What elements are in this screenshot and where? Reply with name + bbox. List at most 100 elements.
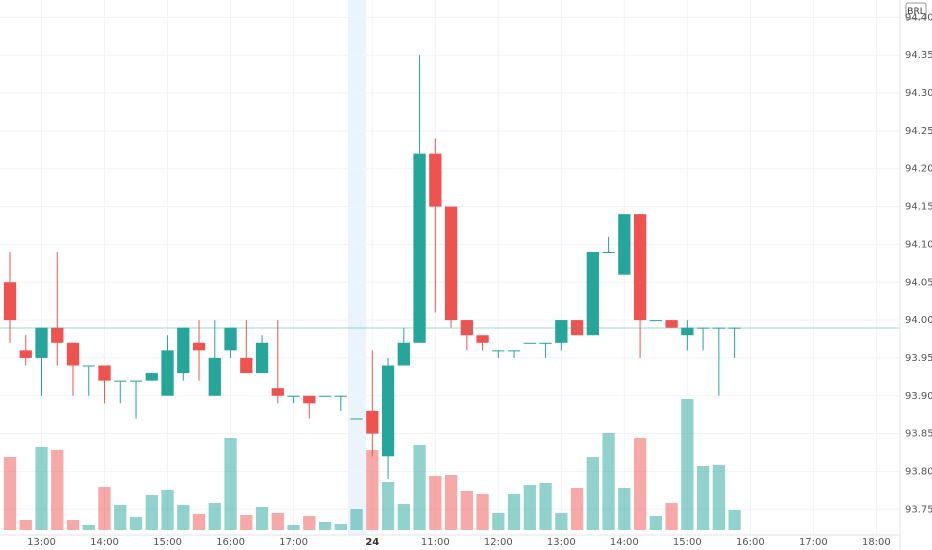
candle-body — [161, 350, 174, 396]
candle-body — [460, 320, 473, 336]
x-tick-label: 16:00 — [736, 537, 765, 548]
volume-bar — [271, 513, 284, 530]
x-tick-label: 24 — [365, 537, 379, 548]
volume-bar — [192, 514, 206, 530]
x-tick-label: 16:00 — [216, 537, 245, 548]
volume-bar — [255, 507, 269, 530]
candle-body — [492, 350, 505, 352]
candle-body — [649, 320, 662, 322]
y-tick-label: 94.20 — [905, 164, 932, 175]
volume-bar — [413, 445, 426, 530]
x-tick-label: 17:00 — [799, 537, 828, 548]
volume-bar — [476, 494, 489, 530]
volume-bar — [523, 485, 536, 530]
y-tick-label: 93.95 — [905, 353, 932, 364]
candle-body — [586, 251, 599, 336]
candle-body — [366, 410, 379, 434]
volume-bar — [728, 510, 741, 530]
volume-bar — [492, 513, 505, 530]
candle-body — [618, 214, 631, 275]
candle-body — [240, 357, 253, 374]
currency-badge[interactable] — [905, 2, 927, 20]
volume-bar — [240, 515, 253, 530]
candle-body — [665, 320, 678, 328]
volume-bar — [633, 438, 647, 530]
candle-body — [728, 327, 741, 329]
volume-bar — [350, 509, 363, 530]
currency-label: BRL — [907, 7, 924, 17]
candle-body — [208, 357, 221, 396]
y-tick-label: 94.30 — [905, 88, 932, 99]
candle-body — [523, 342, 536, 344]
y-tick-label: 94.15 — [905, 202, 932, 213]
candle-body — [570, 320, 584, 336]
candle-body — [271, 388, 284, 396]
volume-bar — [35, 447, 48, 530]
candle-body — [255, 342, 269, 374]
volume-bar — [460, 491, 473, 530]
candle-body — [444, 206, 458, 321]
volume-bar — [161, 490, 174, 530]
candle-body — [98, 365, 111, 381]
y-tick-label: 94.25 — [905, 126, 932, 137]
y-tick-label: 93.75 — [905, 504, 932, 515]
candle-body — [177, 327, 190, 374]
candle-body — [476, 335, 489, 343]
x-tick-label: 12:00 — [484, 537, 513, 548]
candle-body — [633, 214, 647, 321]
y-tick-label: 94.35 — [905, 50, 932, 61]
candle-body — [507, 350, 521, 352]
candle-body — [3, 282, 17, 321]
volume-bar — [381, 482, 395, 530]
candle-body — [19, 350, 32, 358]
volume-bar — [366, 450, 379, 530]
candle-body — [696, 327, 710, 329]
volume-bar — [82, 525, 95, 530]
candle-body — [145, 373, 158, 381]
volume-bar — [208, 503, 221, 530]
x-tick-label: 17:00 — [279, 537, 308, 548]
volume-bar — [696, 466, 710, 530]
volume-bar — [303, 516, 316, 530]
volume-bar — [618, 488, 631, 530]
candle-body — [397, 342, 410, 366]
volume-bar — [145, 495, 158, 530]
x-tick-label: 13:00 — [27, 537, 56, 548]
candle-body — [681, 327, 694, 336]
candle-body — [712, 327, 725, 329]
volume-bar — [98, 487, 111, 530]
candle-body — [555, 320, 568, 343]
x-tick-label: 14:00 — [90, 537, 119, 548]
candle-body — [318, 395, 332, 397]
x-tick-label: 11:00 — [421, 537, 450, 548]
candle-body — [350, 418, 363, 420]
candle-body — [602, 251, 615, 253]
volume-bar — [397, 504, 410, 530]
volume-bar — [429, 476, 442, 530]
y-tick-label: 94.05 — [905, 277, 932, 288]
volume-bar — [51, 450, 64, 530]
volume-bar — [129, 517, 143, 530]
volume-bar — [570, 488, 584, 530]
candle-body — [334, 395, 347, 397]
volume-bar — [539, 483, 552, 530]
volume-bar — [318, 522, 332, 530]
volume-bar — [444, 475, 458, 530]
candle-body — [66, 342, 80, 366]
volume-bar — [224, 438, 237, 530]
candle-body — [129, 380, 143, 382]
volume-bar — [3, 457, 17, 530]
y-tick-label: 94.00 — [905, 315, 932, 326]
volume-bar — [649, 516, 662, 530]
volume-bar — [507, 494, 521, 530]
volume-bar — [287, 525, 300, 530]
volume-bar — [555, 513, 568, 530]
candle-body — [381, 365, 395, 457]
x-tick-label: 15:00 — [673, 537, 702, 548]
candle-body — [303, 395, 316, 404]
candle-body — [413, 153, 426, 343]
volume-bar — [66, 520, 80, 530]
volume-bar — [114, 505, 127, 530]
candle-body — [192, 342, 206, 351]
